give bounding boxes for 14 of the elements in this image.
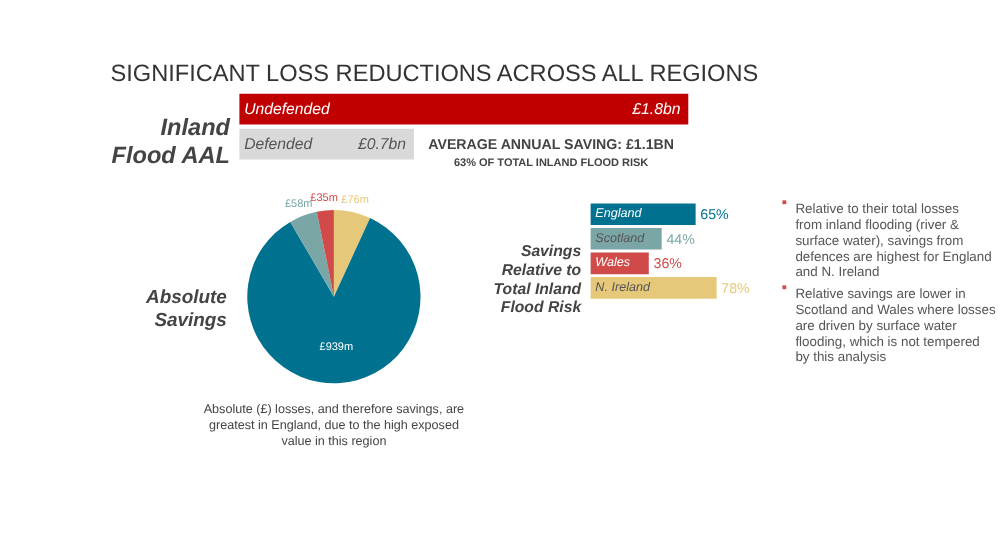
pie-slice — [316, 210, 334, 297]
text: Savings Relative to Total Inland Flood Risk — [493, 241, 583, 317]
chart-title: SIGNIFICANT LOSS REDUCTIONS ACROSS ALL REGIONS — [110, 58, 759, 87]
data-label: £0.7bn — [355, 134, 408, 153]
bar — [590, 203, 696, 226]
pie-slice — [290, 211, 334, 297]
pie-slice — [333, 210, 371, 297]
text: Absolute Savings — [144, 287, 227, 332]
y-axis-title: Inland Flood AAL — [111, 112, 232, 169]
y-tick-label: Defended — [244, 134, 314, 153]
data-label: £1.8bn — [630, 99, 682, 118]
bar — [590, 277, 717, 299]
y-tick-label: Undefended — [244, 99, 332, 118]
pie-slice — [247, 218, 421, 384]
